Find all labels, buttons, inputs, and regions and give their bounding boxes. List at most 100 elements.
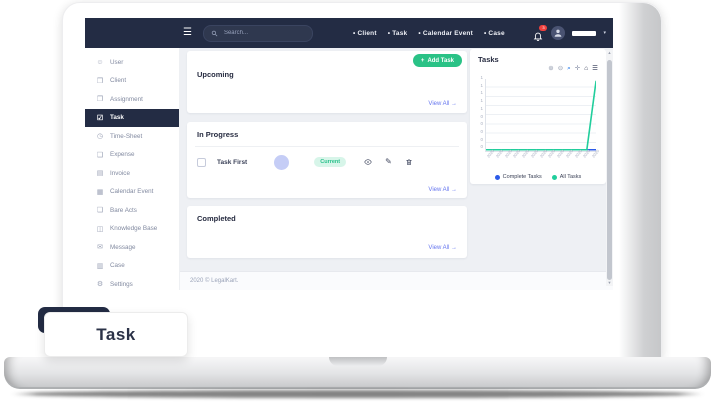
- completed-card: Completed View All →: [187, 206, 467, 258]
- sidebar-item-icon: ✉: [97, 244, 103, 252]
- chart-toolbar: ⊕ ⊖ ⌕ ✛ ⌂ ☰: [548, 65, 598, 73]
- user-avatar[interactable]: [551, 26, 566, 40]
- sidebar-item-icon: ❒: [96, 77, 104, 85]
- sidebar-item-calendar-event[interactable]: ▦ Calendar Event: [85, 183, 179, 202]
- sidebar-item-label: Expense: [110, 151, 135, 159]
- chart-reset-home-icon[interactable]: ⌂: [584, 65, 589, 72]
- app-window: ☰ • Client • Task • Calendar Event • Case 3…: [85, 18, 613, 290]
- sidebar-item-label: Assignment: [110, 95, 143, 103]
- tasks-chart: [486, 79, 596, 151]
- tasks-panel-title: Tasks: [478, 55, 499, 64]
- sidebar-item-assignment[interactable]: ❐ Assignment: [85, 90, 179, 109]
- scrollbar-thumb[interactable]: [607, 60, 612, 280]
- completed-view-all-link[interactable]: View All →: [428, 245, 457, 251]
- chart-pan-icon[interactable]: ✛: [574, 65, 581, 72]
- nav-link-client[interactable]: • Client: [352, 29, 377, 37]
- upcoming-view-all-link[interactable]: View All →: [428, 101, 457, 107]
- sidebar-item-label: Time-Sheet: [110, 132, 143, 140]
- sidebar-item-label: Bare Acts: [110, 206, 137, 214]
- sidebar-item-message[interactable]: ✉ Message: [85, 238, 179, 257]
- vertical-scrollbar[interactable]: ▲ ▼: [606, 50, 613, 286]
- delete-icon[interactable]: [405, 158, 413, 166]
- sidebar-item-label: Task: [110, 114, 124, 122]
- sidebar-item-invoice[interactable]: ▤ Invoice: [85, 164, 179, 183]
- sidebar-item-expense[interactable]: ❑ Expense: [85, 146, 179, 165]
- scrollbar-up-arrow-icon[interactable]: ▲: [607, 50, 612, 55]
- x-axis-tick: 2020: [485, 148, 496, 159]
- sidebar-item-icon: ❏: [96, 207, 104, 215]
- x-axis-tick: 2020: [538, 148, 548, 159]
- chart-selection-zoom-icon[interactable]: ⌕: [567, 65, 571, 72]
- sidebar-item-icon: ⚙: [96, 281, 104, 289]
- completed-title: Completed: [197, 214, 236, 223]
- y-axis-tick: 1: [480, 75, 483, 80]
- status-badge: Current: [314, 157, 347, 167]
- sidebar: ☺ User ❒ Client ❐ Assignment ☑ Task ◷ Ti…: [85, 48, 180, 290]
- scrollbar-down-arrow-icon[interactable]: ▼: [607, 280, 612, 285]
- task-row: Task First Current ✎: [197, 152, 457, 172]
- sidebar-item-icon: ❐: [96, 96, 104, 104]
- sidebar-item-label: Invoice: [110, 169, 130, 177]
- sidebar-item-case[interactable]: ▥ Case: [85, 257, 179, 276]
- edit-icon[interactable]: ✎: [385, 157, 392, 166]
- sidebar-item-icon: ☑: [96, 114, 104, 122]
- sidebar-item-icon: ◫: [96, 225, 104, 233]
- sidebar-item-icon: ◷: [96, 133, 104, 141]
- sidebar-item-settings[interactable]: ⚙ Settings: [85, 275, 179, 290]
- sidebar-item-knowledge-base[interactable]: ◫ Knowledge Base: [85, 220, 179, 239]
- add-task-label: Add Task: [427, 57, 454, 64]
- in-progress-card: In Progress Task First Current ✎: [187, 122, 467, 198]
- chart-menu-icon[interactable]: ☰: [592, 65, 598, 72]
- y-axis-tick: 0: [480, 144, 483, 150]
- legend-label: Complete Tasks: [502, 174, 542, 180]
- sidebar-item-label: Client: [110, 77, 127, 85]
- sidebar-item-label: Case: [110, 262, 125, 270]
- y-axis-tick: 0: [480, 129, 483, 135]
- assignee-avatar: [274, 154, 290, 170]
- plus-icon: +: [420, 57, 425, 64]
- chart-legend: Complete Tasks All Tasks: [470, 174, 606, 180]
- y-axis-tick: 1: [480, 98, 483, 104]
- nav-link-calendar-event[interactable]: • Calendar Event: [418, 29, 473, 37]
- sidebar-item-label: Knowledge Base: [110, 225, 158, 233]
- copyright-text: 2020 © LegalKart.: [190, 278, 239, 284]
- legend-all-tasks[interactable]: All Tasks: [551, 174, 581, 180]
- sidebar-item-task[interactable]: ☑ Task: [85, 108, 179, 127]
- y-axis-tick: 1: [480, 90, 483, 96]
- x-axis-tick: 2020: [494, 148, 504, 159]
- nav-link-task[interactable]: • Task: [387, 29, 408, 37]
- add-task-button[interactable]: + Add Task: [412, 54, 462, 67]
- profile-name-redacted: [572, 30, 597, 36]
- task-checkbox[interactable]: [197, 157, 206, 167]
- view-icon[interactable]: [364, 158, 372, 166]
- x-axis-tick: 2020: [520, 148, 531, 159]
- top-navbar: ☰ • Client • Task • Calendar Event • Case 3…: [85, 18, 613, 48]
- in-progress-view-all-link[interactable]: View All →: [428, 187, 457, 193]
- y-axis-tick: 0: [480, 113, 483, 119]
- search-icon: [211, 30, 218, 36]
- task-title: Task First: [217, 158, 248, 166]
- in-progress-title: In Progress: [197, 130, 239, 139]
- chart-plot-area: [485, 79, 596, 152]
- legend-complete-tasks[interactable]: Complete Tasks: [494, 174, 542, 180]
- chart-zoom-out-icon[interactable]: ⊖: [557, 65, 564, 72]
- chart-zoom-in-icon[interactable]: ⊕: [548, 65, 554, 72]
- navbar-links: • Client • Task • Calendar Event • Case: [353, 30, 505, 37]
- notification-bell-icon[interactable]: 3: [533, 24, 548, 41]
- x-axis-tick: 2020: [564, 148, 574, 159]
- sidebar-item-client[interactable]: ❒ Client: [85, 72, 179, 91]
- nav-link-case[interactable]: • Case: [483, 29, 505, 37]
- sidebar-item-time-sheet[interactable]: ◷ Time-Sheet: [85, 127, 179, 146]
- sidebar-item-icon: ❑: [96, 151, 104, 159]
- sidebar-item-bare-acts[interactable]: ❏ Bare Acts: [85, 201, 179, 220]
- app-footer: 2020 © LegalKart.: [180, 271, 613, 290]
- chevron-down-icon[interactable]: ▾: [603, 30, 606, 36]
- y-axis-tick: 1: [480, 105, 483, 111]
- search-bar[interactable]: [202, 24, 313, 42]
- hamburger-menu-icon[interactable]: ☰: [183, 27, 192, 38]
- sidebar-item-user[interactable]: ☺ User: [85, 53, 179, 72]
- search-input[interactable]: [221, 29, 296, 37]
- x-axis-tick: 2020: [512, 148, 522, 159]
